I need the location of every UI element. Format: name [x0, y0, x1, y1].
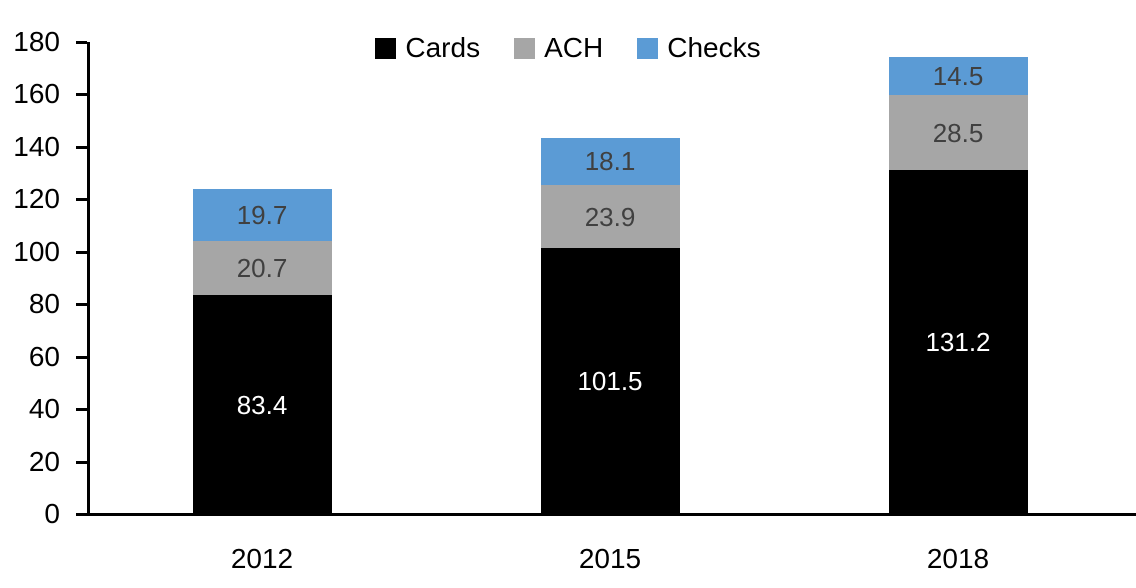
y-axis-tick-label: 100	[13, 235, 60, 267]
data-label-checks-2018: 14.5	[932, 61, 984, 92]
legend-swatch-cards	[375, 37, 397, 59]
x-axis-category-label: 2018	[926, 543, 990, 574]
legend-item-checks: Checks	[637, 32, 761, 64]
y-axis-tick-label: 160	[13, 78, 60, 110]
legend-label: Checks	[667, 32, 761, 63]
data-label-cards-2018: 131.2	[925, 326, 991, 357]
data-label-ach-2015: 23.9	[584, 201, 636, 232]
data-label-cards-2015: 101.5	[577, 365, 643, 396]
bar-segment-cards-2015: 101.5	[540, 247, 680, 514]
bar-segment-checks-2012: 19.7	[192, 189, 332, 242]
y-axis-tick-label: 40	[28, 393, 60, 425]
chart-legend: Cards ACH Checks	[0, 31, 1136, 65]
bar-segment-cards-2012: 83.4	[192, 295, 332, 514]
legend-label: ACH	[544, 32, 604, 63]
data-label-checks-2012: 19.7	[236, 200, 288, 231]
y-axis-tick-label: 120	[13, 183, 60, 215]
legend-swatch-ach	[514, 37, 536, 59]
bar-segment-checks-2015: 18.1	[540, 137, 680, 186]
y-tick	[76, 408, 87, 412]
data-label-cards-2012: 83.4	[236, 389, 288, 420]
y-axis-line	[87, 42, 90, 516]
y-axis-tick-label: 0	[44, 498, 60, 529]
y-axis-tick-label: 180	[13, 26, 60, 57]
y-tick	[76, 303, 87, 307]
x-axis-line	[76, 513, 1136, 516]
y-axis-tick-label: 60	[28, 340, 60, 372]
y-tick	[76, 145, 87, 149]
y-axis-tick-label: 140	[13, 130, 60, 162]
y-axis-tick-label: 20	[28, 445, 60, 477]
legend-item-cards: Cards	[375, 32, 480, 64]
bar-segment-ach-2018: 28.5	[888, 95, 1028, 170]
y-tick	[76, 250, 87, 254]
y-tick	[76, 460, 87, 464]
y-tick	[76, 93, 87, 97]
y-tick	[76, 41, 87, 44]
bar-segment-ach-2015: 23.9	[540, 185, 680, 248]
y-axis-tick-label: 80	[28, 288, 60, 320]
data-label-ach-2018: 28.5	[932, 117, 984, 148]
data-label-ach-2012: 20.7	[236, 253, 288, 284]
legend-item-ach: ACH	[514, 32, 603, 64]
bar-segment-checks-2018: 14.5	[888, 57, 1028, 96]
y-tick	[76, 513, 87, 516]
x-axis-category-label: 2015	[578, 543, 642, 574]
bar-segment-ach-2012: 20.7	[192, 241, 332, 296]
legend-swatch-checks	[637, 37, 659, 59]
bar-segment-cards-2018: 131.2	[888, 169, 1028, 514]
data-label-checks-2015: 18.1	[584, 146, 636, 177]
y-tick	[76, 198, 87, 202]
x-axis-category-label: 2012	[230, 543, 294, 574]
legend-label: Cards	[405, 32, 481, 63]
y-tick	[76, 355, 87, 359]
